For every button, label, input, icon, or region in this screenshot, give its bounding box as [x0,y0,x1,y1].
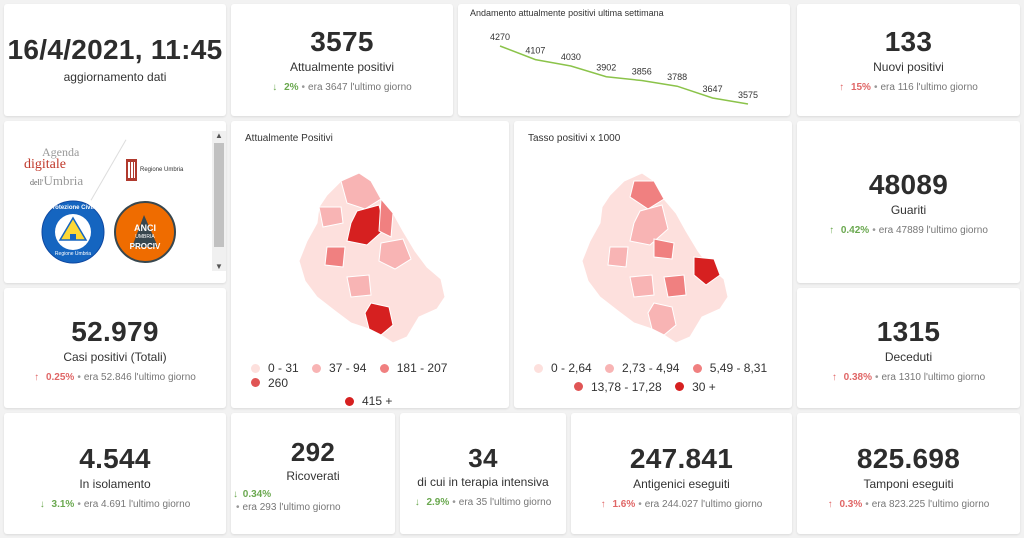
terapia-intensiva-value: 34 [468,443,498,473]
trend-data-label: 4030 [561,52,581,62]
map2-legend-item-2: 2,73 - 4,94 [605,361,679,375]
attualmente-positivi-label: Attualmente positivi [289,60,395,74]
terapia-intensiva-card: 34 di cui in terapia intensiva ↓ 2.9% • er… [400,413,566,534]
nuovi-positivi-change: ↑ 15% • era 116 l'ultimo giorno [839,82,978,93]
protezione-civile-logo [41,200,105,264]
isolamento-value: 4.544 [79,443,151,474]
terapia-intensiva-change: ↓ 2.9% • era 35 l'ultimo giorno [414,497,552,508]
isolamento-label: In isolamento [79,477,151,491]
arrow-down-icon: ↓ [272,82,278,93]
trend-data-label: 4107 [525,46,545,56]
umbria-map-tasso[interactable] [514,147,792,367]
ricoverati-value: 292 [290,437,336,467]
update-card: 16/4/2021, 11:45 aggiornamento dati [4,4,226,116]
map2-title: Tasso positivi x 1000 [528,133,621,144]
map1-legend-item-3: 181 - 207 [379,361,447,375]
map-attualmente-positivi-card: Attualmente Positivi 0 - 31 37 - 94 181 … [231,121,509,408]
attualmente-positivi-card: 3575 Attualmente positivi ↓ 2% • era 3647 … [231,4,453,116]
guariti-value: 48089 [868,169,949,200]
casi-totali-label: Casi positivi (Totali) [63,350,167,364]
trend-chart-card: Andamento attualmente positivi ultima se… [458,4,790,116]
arrow-down-icon: ↓ [39,499,45,510]
trend-line-chart: 4270 4107 4030 3902 3856 3788 3647 3575 [490,32,758,105]
terapia-intensiva-label: di cui in terapia intensiva [417,475,549,489]
trend-data-label: 3902 [596,63,616,73]
update-label: aggiornamento dati [63,70,167,84]
casi-totali-card: 52.979 Casi positivi (Totali) ↑ 0.25% • er… [4,288,226,408]
trend-series-line [499,45,749,105]
scroll-up-icon[interactable]: ▲ [215,131,223,140]
map2-legend-item-3: 5,49 - 8,31 [692,361,767,375]
antigenici-label: Antigenici eseguiti [633,477,730,491]
attualmente-positivi-change: ↓ 2% • era 3647 l'ultimo giorno [272,82,412,93]
ricoverati-label: Ricoverati [286,469,340,483]
trend-data-label: 3647 [703,84,723,94]
agenda-digitale-logo: Agenda digitale dell'Umbria [24,145,84,188]
regione-umbria-logo: Regione Umbria [126,159,183,181]
scroll-down-icon[interactable]: ▼ [215,262,223,271]
ricoverati-change: ↓ 0.34% • era 293 l'ultimo giorno [233,489,341,513]
arrow-up-icon: ↑ [827,499,833,510]
attualmente-positivi-value: 3575 [310,26,374,57]
guariti-change: ↑ 0.42% • era 47889 l'ultimo giorno [829,225,988,236]
trend-data-label: 3575 [738,90,758,100]
arrow-up-icon: ↑ [600,499,606,510]
arrow-up-icon: ↑ [829,225,835,236]
map1-legend-item-4: 260 [251,376,288,390]
map2-legend-item-5: 30 + [675,380,716,394]
umbria-map-positivi[interactable] [231,147,509,367]
casi-totali-change: ↑ 0.25% • era 52.846 l'ultimo giorno [34,372,196,383]
trend-chart-title: Andamento attualmente positivi ultima se… [470,8,664,18]
isolamento-card: 4.544 In isolamento ↓ 3.1% • era 4.691 l'u… [4,413,226,534]
arrow-up-icon: ↑ [34,372,40,383]
deceduti-change: ↑ 0.38% • era 1310 l'ultimo giorno [831,372,986,383]
map1-legend: 0 - 31 37 - 94 181 - 207 260 415 + [251,361,501,408]
trend-data-label: 4270 [490,32,510,42]
antigenici-change: ↑ 1.6% • era 244.027 l'ultimo giorno [600,499,763,510]
antigenici-value: 247.841 [629,443,734,474]
nuovi-positivi-label: Nuovi positivi [873,60,944,74]
map1-legend-item-5: 415 + [345,394,392,408]
anci-prociv-logo [114,201,176,263]
map1-legend-item-2: 37 - 94 [312,361,366,375]
regione-umbria-emblem-icon [126,159,137,181]
arrow-up-icon: ↑ [831,372,837,383]
tamponi-value: 825.698 [856,443,961,474]
tamponi-change: ↑ 0.3% • era 823.225 l'ultimo giorno [827,499,990,510]
map2-legend: 0 - 2,64 2,73 - 4,94 5,49 - 8,31 13,78 -… [534,361,790,394]
isolamento-change: ↓ 3.1% • era 4.691 l'ultimo giorno [39,499,191,510]
nuovi-positivi-card: 133 Nuovi positivi ↑ 15% • era 116 l'ultim… [797,4,1020,116]
deceduti-label: Deceduti [884,350,933,364]
map1-legend-item-1: 0 - 31 [251,361,299,375]
ricoverati-card: 292 Ricoverati ↓ 0.34% • era 293 l'ultimo… [231,413,395,534]
logos-scrollbar[interactable]: ▲ ▼ [212,131,226,271]
nuovi-positivi-value: 133 [884,26,933,57]
map2-legend-item-4: 13,78 - 17,28 [574,380,662,394]
arrow-down-icon: ↓ [414,497,420,508]
guariti-label: Guariti [890,203,927,217]
antigenici-card: 247.841 Antigenici eseguiti ↑ 1.6% • era 2… [571,413,792,534]
logos-card: Agenda digitale dell'Umbria Regione Umbr… [4,121,226,283]
map2-legend-item-1: 0 - 2,64 [534,361,592,375]
update-datetime: 16/4/2021, 11:45 [7,34,223,65]
map-tasso-positivi-card: Tasso positivi x 1000 0 - 2,64 2,73 - 4,… [514,121,792,408]
arrow-up-icon: ↑ [839,82,845,93]
deceduti-value: 1315 [876,316,941,347]
tamponi-card: 825.698 Tamponi eseguiti ↑ 0.3% • era 823.… [797,413,1020,534]
trend-data-label: 3856 [632,67,652,77]
scroll-thumb[interactable] [214,143,224,247]
deceduti-card: 1315 Deceduti ↑ 0.38% • era 1310 l'ultimo … [797,288,1020,408]
arrow-down-icon: ↓ [233,489,238,500]
trend-data-label: 3788 [667,72,687,82]
guariti-card: 48089 Guariti ↑ 0.42% • era 47889 l'ultimo… [797,121,1020,283]
tamponi-label: Tamponi eseguiti [863,477,954,491]
casi-totali-value: 52.979 [71,316,159,347]
map1-title: Attualmente Positivi [245,133,333,144]
